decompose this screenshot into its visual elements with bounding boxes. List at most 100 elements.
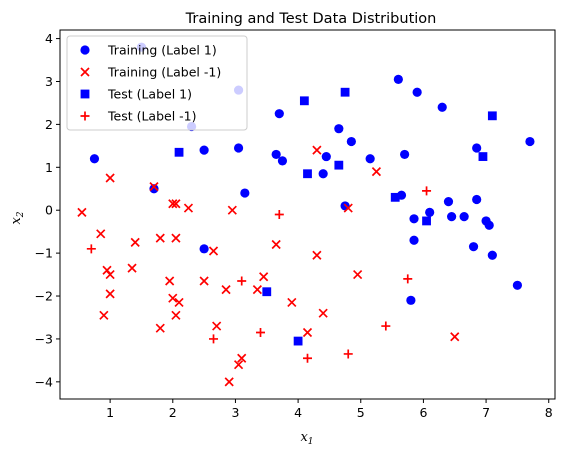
x-tick-label: 3 bbox=[231, 405, 239, 420]
data-point bbox=[274, 210, 284, 219]
data-point bbox=[371, 166, 382, 177]
data-point bbox=[209, 334, 219, 344]
data-point bbox=[237, 353, 247, 363]
legend-label: Test (Label 1) bbox=[107, 87, 192, 102]
data-point bbox=[343, 349, 353, 359]
data-point bbox=[425, 207, 435, 217]
chart-title: Training and Test Data Distribution bbox=[185, 11, 437, 27]
x-tick-label: 8 bbox=[545, 405, 553, 420]
data-point bbox=[259, 272, 269, 282]
legend: Training (Label 1) Training (Label -1) Tes… bbox=[66, 35, 248, 131]
data-point bbox=[174, 147, 184, 157]
data-point bbox=[149, 184, 159, 194]
data-point bbox=[274, 109, 284, 119]
data-point bbox=[346, 136, 356, 147]
y-tick-label: −4 bbox=[35, 374, 53, 389]
data-point bbox=[183, 203, 194, 213]
data-point bbox=[468, 242, 479, 252]
y-tick-label: 3 bbox=[45, 74, 53, 89]
data-point bbox=[447, 212, 457, 222]
data-point bbox=[406, 295, 416, 305]
data-point bbox=[224, 377, 234, 387]
data-point bbox=[318, 308, 328, 318]
data-point bbox=[271, 239, 281, 250]
data-point bbox=[293, 336, 303, 346]
x-tick-label: 1 bbox=[106, 405, 114, 420]
x-axis-title: x1 bbox=[300, 430, 313, 447]
data-point bbox=[403, 274, 413, 284]
data-point bbox=[303, 353, 312, 363]
y-tick-label: −3 bbox=[35, 331, 53, 346]
data-point bbox=[165, 276, 175, 286]
data-point bbox=[312, 250, 322, 260]
data-point bbox=[155, 323, 165, 333]
series-training-label-1 bbox=[77, 145, 460, 387]
data-point bbox=[233, 143, 244, 153]
data-point bbox=[105, 269, 115, 280]
data-point bbox=[130, 237, 140, 247]
data-point bbox=[525, 136, 535, 147]
data-point bbox=[340, 87, 350, 97]
y-axis-ticks: −4 −3 −2 −1 0 1 2 3 4 bbox=[35, 31, 60, 389]
data-point bbox=[487, 111, 497, 121]
data-point bbox=[149, 182, 159, 192]
data-point bbox=[459, 212, 469, 222]
data-point bbox=[168, 293, 178, 303]
data-point bbox=[256, 327, 266, 337]
data-point bbox=[422, 186, 432, 196]
data-point bbox=[155, 233, 165, 243]
plot-frame bbox=[59, 29, 556, 400]
data-point bbox=[343, 203, 353, 213]
data-point bbox=[443, 197, 454, 207]
data-point bbox=[252, 284, 262, 295]
x-tick-label: 7 bbox=[482, 405, 490, 420]
data-point bbox=[400, 149, 410, 160]
y-tick-label: −1 bbox=[35, 246, 53, 261]
data-point bbox=[303, 169, 312, 179]
data-point bbox=[208, 246, 219, 256]
data-point bbox=[365, 154, 375, 164]
data-point bbox=[96, 229, 106, 239]
legend-label: Training (Label -1) bbox=[107, 65, 221, 80]
data-point bbox=[105, 289, 115, 299]
data-point bbox=[437, 102, 447, 112]
data-point bbox=[168, 199, 178, 209]
x-tick-label: 4 bbox=[294, 405, 302, 420]
data-point bbox=[221, 284, 231, 295]
data-point bbox=[237, 276, 247, 286]
x-tick-label: 2 bbox=[169, 405, 177, 420]
data-point bbox=[478, 152, 488, 161]
data-point bbox=[199, 244, 209, 254]
data-point bbox=[271, 149, 281, 160]
data-point bbox=[390, 192, 400, 202]
data-point bbox=[287, 297, 297, 308]
data-point bbox=[77, 207, 87, 217]
data-point bbox=[312, 145, 322, 155]
data-point bbox=[321, 151, 331, 162]
data-point bbox=[127, 263, 137, 273]
legend-box bbox=[66, 35, 248, 131]
legend-marker bbox=[80, 67, 90, 77]
data-point bbox=[302, 327, 313, 338]
data-point bbox=[393, 74, 403, 84]
y-tick-label: 2 bbox=[45, 117, 53, 132]
data-point bbox=[277, 156, 288, 166]
data-point bbox=[512, 280, 523, 290]
data-point bbox=[86, 244, 96, 254]
data-point bbox=[174, 297, 184, 308]
x-tick-label: 6 bbox=[419, 405, 427, 420]
series-test-label-1 bbox=[86, 186, 432, 363]
data-point bbox=[105, 173, 115, 183]
legend-marker bbox=[80, 111, 90, 121]
series-test-label-1 bbox=[174, 87, 497, 346]
y-axis-title: x2 bbox=[9, 211, 26, 224]
legend-marker bbox=[80, 89, 90, 99]
data-point bbox=[262, 287, 272, 297]
data-point bbox=[450, 332, 460, 342]
data-point bbox=[412, 87, 422, 97]
data-point bbox=[484, 220, 494, 230]
data-point bbox=[422, 216, 431, 226]
y-tick-label: 0 bbox=[45, 203, 53, 218]
x-axis-ticks: 1 2 3 4 5 6 7 8 bbox=[106, 399, 553, 420]
legend-label: Training (Label 1) bbox=[107, 43, 217, 58]
